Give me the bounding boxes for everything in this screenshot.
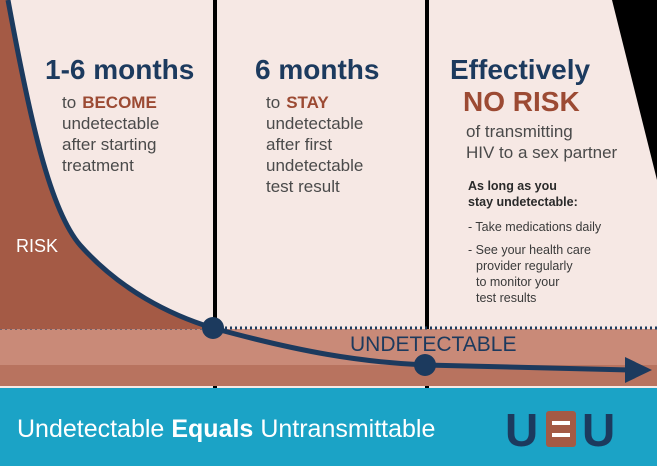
risk-label: RISK — [16, 236, 58, 256]
emphasis: NO RISK — [463, 86, 580, 117]
heading: 6 months — [255, 54, 379, 85]
lead-word: to — [62, 93, 76, 112]
logo-stripe — [552, 421, 570, 425]
line: HIV to a sex partner — [466, 143, 618, 162]
logo-box — [546, 411, 576, 447]
banner-part: Untransmittable — [260, 415, 435, 443]
heading: Effectively — [450, 54, 590, 85]
bullet: provider regularly — [476, 259, 573, 273]
note-heading: As long as you — [468, 179, 557, 193]
bullet: test results — [476, 291, 536, 305]
line: undetectable — [266, 114, 363, 133]
line: treatment — [62, 156, 134, 175]
bullet: - Take medications daily — [468, 220, 602, 234]
lead: to STAY — [266, 93, 329, 112]
bullet: to monitor your — [476, 275, 559, 289]
undetectable-band-light — [0, 329, 657, 365]
logo-letter: U — [582, 404, 615, 456]
logo-letter: U — [505, 404, 538, 456]
banner-part: Undetectable — [17, 415, 164, 443]
panel-arrow — [429, 0, 657, 390]
band-label: UNDETECTABLE — [350, 333, 516, 356]
lead: to BECOME — [62, 93, 157, 112]
line: of transmitting — [466, 122, 573, 141]
risk-curve — [5, 0, 631, 373]
banner-text: Undetectable Equals Untransmittable — [17, 415, 435, 443]
emphasis: BECOME — [82, 93, 157, 112]
risk-area — [0, 0, 213, 329]
bullet: - See your health care — [468, 243, 591, 257]
line: undetectable — [266, 156, 363, 175]
arrow-head — [625, 357, 652, 383]
line: undetectable — [62, 114, 159, 133]
heading: 1-6 months — [45, 54, 194, 85]
milestone — [414, 354, 436, 376]
line: test result — [266, 177, 340, 196]
line: after starting — [62, 135, 157, 154]
note-heading: stay undetectable: — [468, 195, 578, 209]
panel — [217, 0, 425, 390]
banner-part: Equals — [171, 415, 253, 443]
milestone — [202, 317, 224, 339]
lead-word: to — [266, 93, 280, 112]
emphasis: STAY — [286, 93, 329, 112]
line: after first — [266, 135, 332, 154]
logo-stripe — [552, 433, 570, 437]
